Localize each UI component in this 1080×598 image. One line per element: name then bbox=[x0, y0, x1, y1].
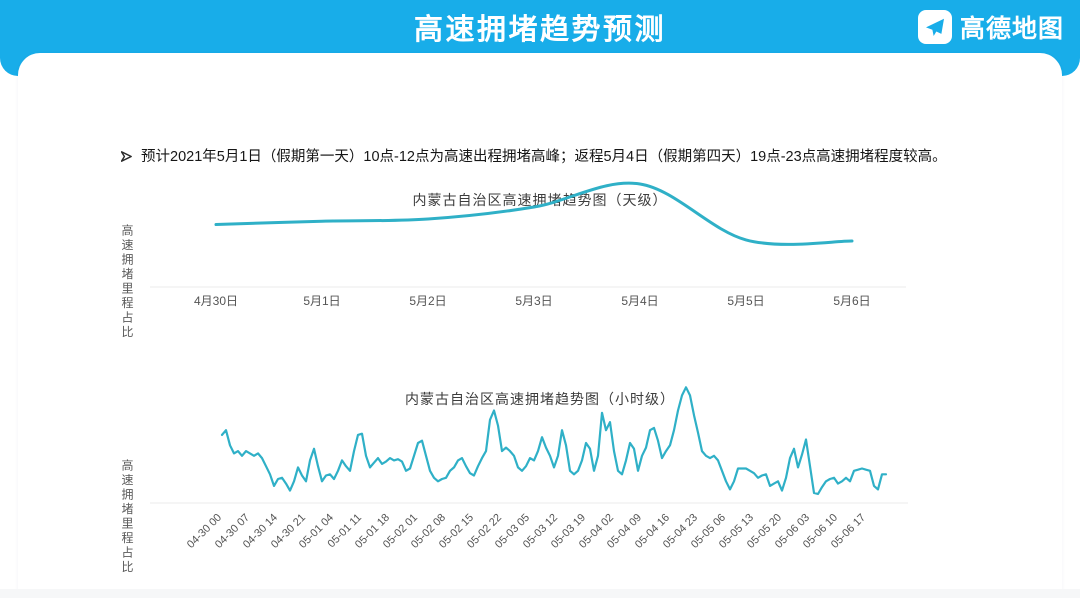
page-title: 高速拥堵趋势预测 bbox=[413, 13, 666, 46]
paper-plane-icon bbox=[917, 10, 952, 44]
daily-y-axis-label: 高速拥堵里程占比 bbox=[120, 224, 134, 340]
arrowhead-right-icon bbox=[121, 151, 132, 162]
header: 高速拥堵趋势预测 bbox=[0, 0, 1080, 53]
summary-line: 预计2021年5月1日（假期第一天）10点-12点为高速出程拥堵高峰；返程5月4… bbox=[121, 147, 1001, 167]
summary-text: 预计2021年5月1日（假期第一天）10点-12点为高速出程拥堵高峰；返程5月4… bbox=[141, 149, 947, 165]
hourly-y-axis-label: 高速拥堵里程占比 bbox=[120, 459, 134, 575]
hourly-chart-title: 内蒙古自治区高速拥堵趋势图（小时级） bbox=[405, 391, 675, 407]
content-card: 预计2021年5月1日（假期第一天）10点-12点为高速出程拥堵高峰；返程5月4… bbox=[18, 53, 1062, 598]
footer-bar bbox=[0, 589, 1080, 598]
brand-logo: 高德地图 bbox=[917, 9, 1064, 45]
daily-chart-title: 内蒙古自治区高速拥堵趋势图（天级） bbox=[412, 192, 668, 208]
brand-name: 高德地图 bbox=[959, 15, 1064, 43]
